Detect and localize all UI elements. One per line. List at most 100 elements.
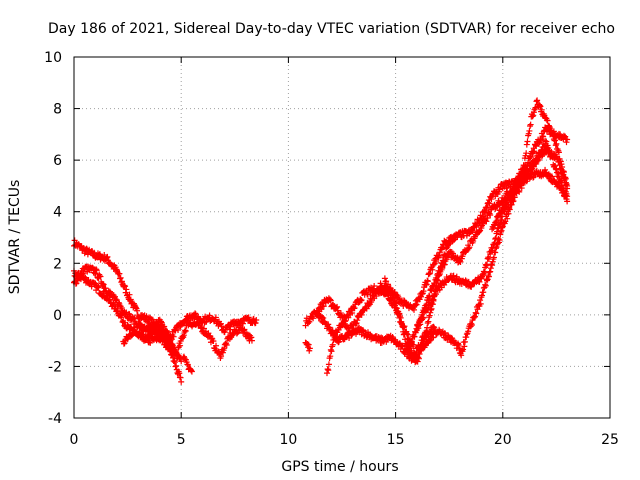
data-point	[489, 262, 496, 269]
data-point	[538, 136, 545, 143]
data-point	[461, 343, 468, 350]
data-point	[179, 333, 186, 340]
data-point	[484, 204, 491, 211]
data-point	[564, 198, 571, 205]
data-point	[80, 270, 87, 277]
data-point	[530, 174, 537, 181]
data-point	[465, 328, 472, 335]
data-point	[348, 332, 355, 339]
data-point	[400, 324, 407, 331]
data-point	[104, 253, 111, 260]
data-point	[459, 253, 466, 260]
data-point	[132, 304, 139, 311]
data-point	[241, 326, 248, 333]
data-point	[548, 127, 555, 134]
data-point	[534, 157, 541, 164]
data-point	[89, 265, 96, 272]
data-point	[560, 169, 567, 176]
data-point	[553, 140, 560, 147]
data-point	[188, 367, 195, 374]
data-point	[484, 277, 491, 284]
data-point	[492, 249, 499, 256]
data-point	[542, 137, 549, 144]
y-tick-label: 10	[44, 50, 62, 66]
data-point	[527, 121, 534, 128]
data-point	[147, 339, 154, 346]
data-point	[358, 297, 365, 304]
data-point	[131, 315, 138, 322]
data-point	[473, 223, 480, 230]
data-point	[498, 227, 505, 234]
data-point	[367, 331, 374, 338]
data-point	[490, 254, 497, 261]
axis-ticks	[73, 56, 611, 419]
data-point	[173, 350, 180, 357]
data-point	[122, 283, 129, 290]
data-point	[470, 314, 477, 321]
data-point	[542, 166, 549, 173]
data-point	[126, 291, 133, 298]
data-point	[481, 269, 488, 276]
data-point	[182, 327, 189, 334]
data-point	[514, 188, 521, 195]
data-point	[349, 310, 356, 317]
data-point	[527, 154, 534, 161]
data-point	[506, 205, 513, 212]
data-point	[390, 291, 397, 298]
data-point	[177, 342, 184, 349]
data-point	[533, 98, 540, 105]
data-point	[93, 267, 100, 274]
data-point	[176, 370, 183, 377]
data-point	[493, 244, 500, 251]
data-point	[545, 171, 552, 178]
data-point	[132, 328, 139, 335]
data-point	[399, 343, 406, 350]
data-point	[535, 156, 542, 163]
data-point	[178, 378, 185, 385]
data-point	[333, 304, 340, 311]
data-point	[149, 316, 156, 323]
data-point	[461, 338, 468, 345]
data-point	[253, 317, 260, 324]
data-point	[161, 323, 168, 330]
data-point	[523, 150, 530, 157]
data-point	[417, 347, 424, 354]
data-point	[357, 296, 364, 303]
data-point	[496, 237, 503, 244]
data-point	[113, 266, 120, 273]
data-point	[487, 251, 494, 258]
data-point	[526, 175, 533, 182]
data-point	[248, 337, 255, 344]
data-point	[468, 320, 475, 327]
chart-title: Day 186 of 2021, Sidereal Day-to-day VTE…	[48, 21, 615, 37]
series-sat-n	[456, 166, 571, 359]
data-point	[79, 270, 86, 277]
data-point	[401, 330, 408, 337]
data-point	[548, 173, 555, 180]
data-point	[473, 310, 480, 317]
data-point	[252, 319, 259, 326]
data-point	[320, 314, 327, 321]
data-point	[426, 337, 433, 344]
data-point	[121, 340, 128, 347]
data-point	[519, 165, 526, 172]
data-point	[401, 298, 408, 305]
data-point	[484, 276, 491, 283]
y-tick-label: 4	[53, 205, 62, 221]
data-point	[145, 326, 152, 333]
data-point	[466, 244, 473, 251]
data-point	[477, 300, 484, 307]
data-point	[483, 218, 490, 225]
data-point	[399, 323, 406, 330]
data-point	[538, 153, 545, 160]
data-point	[393, 299, 400, 306]
tick-labels: 0 5 10 15 20 25 -4 -2 0 2 4 6 8 10	[44, 50, 619, 448]
data-point	[553, 153, 560, 160]
data-point	[552, 137, 559, 144]
data-point	[115, 299, 122, 306]
data-point	[359, 327, 366, 334]
data-point	[239, 320, 246, 327]
data-point	[487, 268, 494, 275]
x-tick-label: 15	[387, 432, 405, 448]
data-point	[489, 258, 496, 265]
